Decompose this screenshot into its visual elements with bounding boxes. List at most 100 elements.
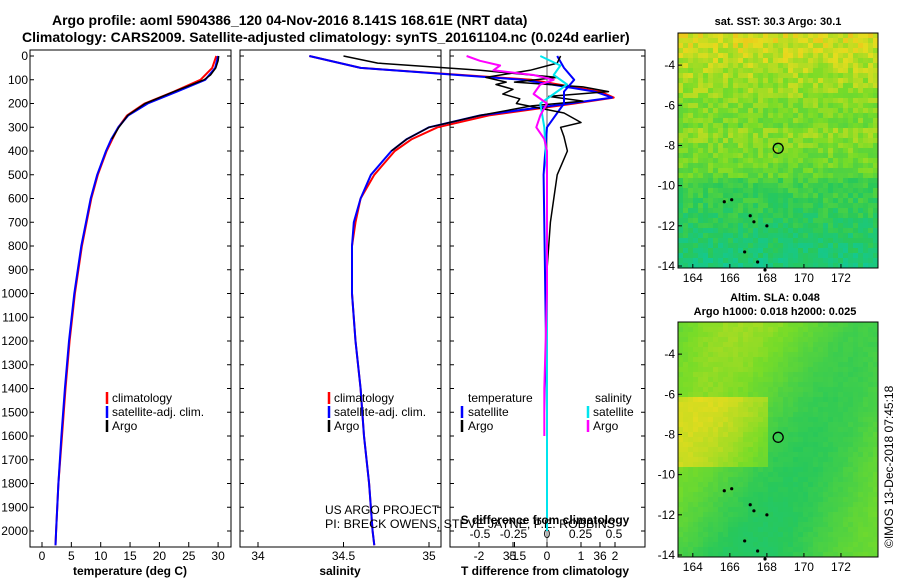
- heatmap-cell: [808, 442, 814, 448]
- heatmap-cell: [873, 123, 879, 129]
- heatmap-cell: [873, 427, 879, 433]
- heatmap-cell: [678, 208, 684, 214]
- heatmap-cell: [858, 173, 864, 179]
- heatmap-cell: [818, 68, 824, 74]
- heatmap-cell: [868, 43, 874, 49]
- heatmap-cell: [753, 402, 759, 408]
- heatmap-cell: [793, 452, 799, 458]
- heatmap-cell: [763, 457, 769, 463]
- heatmap-cell: [783, 178, 789, 184]
- heatmap-cell: [833, 193, 839, 199]
- heatmap-cell: [678, 377, 684, 383]
- heatmap-cell: [703, 382, 709, 388]
- heatmap-cell: [763, 412, 769, 418]
- heatmap-cell: [743, 417, 749, 423]
- heatmap-cell: [758, 417, 764, 423]
- heatmap-cell: [793, 183, 799, 189]
- heatmap-cell: [713, 342, 719, 348]
- heatmap-cell: [693, 427, 699, 433]
- heatmap-cell: [683, 138, 689, 144]
- heatmap-cell: [843, 233, 849, 239]
- heatmap-cell: [838, 188, 844, 194]
- heatmap-cell: [808, 517, 814, 523]
- heatmap-cell: [848, 118, 854, 124]
- heatmap-cell: [693, 512, 699, 518]
- heatmap-cell: [873, 377, 879, 383]
- heatmap-cell: [868, 113, 874, 119]
- heatmap-cell: [838, 512, 844, 518]
- heatmap-cell: [803, 168, 809, 174]
- heatmap-cell: [758, 482, 764, 488]
- heatmap-cell: [698, 487, 704, 493]
- heatmap-cell: [843, 432, 849, 438]
- heatmap-cell: [828, 452, 834, 458]
- heatmap-cell: [728, 377, 734, 383]
- heatmap-cell: [793, 382, 799, 388]
- heatmap-cell: [713, 382, 719, 388]
- heatmap-cell: [698, 263, 704, 269]
- heatmap-cell: [703, 362, 709, 368]
- heatmap-cell: [693, 477, 699, 483]
- heatmap-cell: [828, 547, 834, 553]
- heatmap-cell: [823, 527, 829, 533]
- heatmap-cell: [788, 193, 794, 199]
- sla-map-frame: [677, 321, 879, 558]
- heatmap-cell: [818, 88, 824, 94]
- heatmap-cell: [753, 98, 759, 104]
- heatmap-cell: [703, 442, 709, 448]
- heatmap-cell: [808, 53, 814, 59]
- heatmap-cell: [748, 158, 754, 164]
- heatmap-cell: [818, 457, 824, 463]
- heatmap-cell: [703, 542, 709, 548]
- heatmap-cell: [863, 193, 869, 199]
- island-marker: [743, 539, 747, 543]
- heatmap-cell: [733, 68, 739, 74]
- heatmap-cell: [728, 547, 734, 553]
- heatmap-cell: [713, 78, 719, 84]
- heatmap-cell: [703, 213, 709, 219]
- heatmap-cell: [738, 258, 744, 264]
- heatmap-cell: [683, 377, 689, 383]
- heatmap-cell: [758, 63, 764, 69]
- heatmap-cell: [698, 412, 704, 418]
- heatmap-cell: [728, 422, 734, 428]
- heatmap-cell: [843, 198, 849, 204]
- island-marker: [756, 549, 760, 553]
- heatmap-cell: [823, 412, 829, 418]
- heatmap-cell: [803, 517, 809, 523]
- heatmap-cell: [793, 372, 799, 378]
- heatmap-cell: [753, 228, 759, 234]
- heatmap-cell: [718, 188, 724, 194]
- heatmap-cell: [683, 108, 689, 114]
- heatmap-cell: [853, 547, 859, 553]
- heatmap-cell: [763, 228, 769, 234]
- heatmap-cell: [873, 108, 879, 114]
- heatmap-cell: [793, 158, 799, 164]
- heatmap-cell: [763, 507, 769, 513]
- heatmap-cell: [813, 432, 819, 438]
- heatmap-cell: [778, 452, 784, 458]
- heatmap-cell: [838, 163, 844, 169]
- heatmap-cell: [733, 83, 739, 89]
- heatmap-cell: [703, 447, 709, 453]
- heatmap-cell: [863, 517, 869, 523]
- heatmap-cell: [708, 332, 714, 338]
- heatmap-cell: [708, 193, 714, 199]
- heatmap-cell: [868, 228, 874, 234]
- heatmap-cell: [848, 263, 854, 269]
- heatmap-cell: [728, 43, 734, 49]
- heatmap-cell: [818, 392, 824, 398]
- heatmap-cell: [678, 332, 684, 338]
- heatmap-cell: [868, 447, 874, 453]
- heatmap-cell: [728, 108, 734, 114]
- heatmap-cell: [868, 487, 874, 493]
- heatmap-cell: [703, 133, 709, 139]
- heatmap-cell: [848, 352, 854, 358]
- heatmap-cell: [768, 327, 774, 333]
- heatmap-cell: [803, 467, 809, 473]
- heatmap-cell: [728, 372, 734, 378]
- heatmap-cell: [748, 382, 754, 388]
- heatmap-cell: [758, 168, 764, 174]
- heatmap-cell: [738, 148, 744, 154]
- heatmap-cell: [753, 462, 759, 468]
